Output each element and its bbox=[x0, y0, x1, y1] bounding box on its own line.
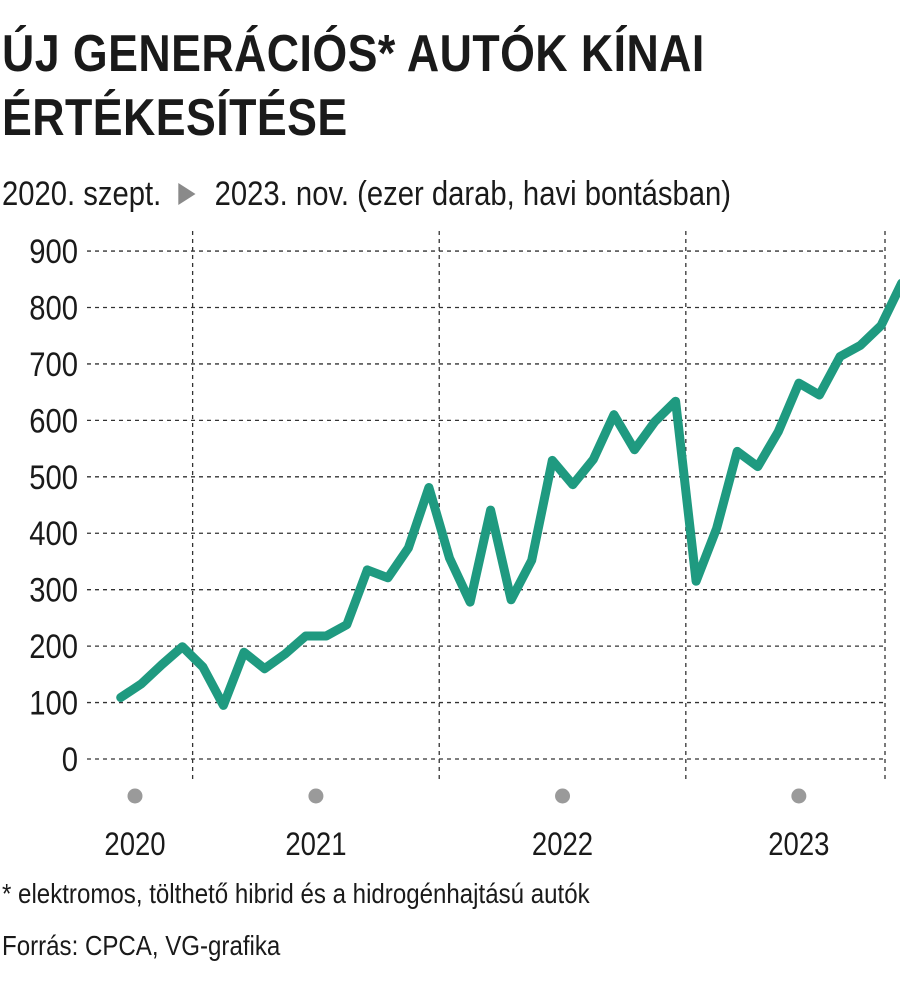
play-arrow-icon bbox=[178, 183, 196, 206]
y-tick-label: 900 bbox=[29, 232, 78, 271]
year-label: 2022 bbox=[532, 827, 593, 862]
year-dot bbox=[308, 788, 324, 804]
y-tick-label: 400 bbox=[29, 514, 78, 553]
year-dot bbox=[791, 788, 807, 804]
subtitle-end: 2023. nov. (ezer darab, havi bontásban) bbox=[214, 175, 732, 213]
y-tick-label: 300 bbox=[29, 571, 78, 610]
y-tick-label: 500 bbox=[29, 458, 78, 497]
chart-title-line-1: ÚJ GENERÁCIÓS* AUTÓK KÍNAI bbox=[2, 25, 705, 83]
chart-subtitle: 2020. szept. 2023. nov. (ezer darab, havi… bbox=[2, 172, 731, 216]
y-tick-label: 800 bbox=[29, 288, 78, 327]
series-layer bbox=[116, 279, 900, 710]
year-label: 2021 bbox=[285, 827, 346, 862]
year-dot bbox=[127, 788, 143, 804]
chart-title: ÚJ GENERÁCIÓS* AUTÓK KÍNAI ÉRTÉKESÍTÉSE bbox=[2, 22, 767, 150]
y-tick-label: 200 bbox=[29, 627, 78, 666]
series-line bbox=[116, 279, 900, 710]
y-tick-label: 0 bbox=[62, 740, 78, 779]
grid bbox=[87, 231, 886, 781]
year-label: 2023 bbox=[768, 827, 829, 862]
y-axis-ticks: 0 100 200 300 400 500 600 700 800 900 bbox=[29, 232, 78, 779]
y-tick-label: 700 bbox=[29, 345, 78, 384]
y-tick-label: 600 bbox=[29, 401, 78, 440]
year-label: 2020 bbox=[104, 827, 165, 862]
x-axis-years: 2020 2021 2022 2023 bbox=[104, 788, 829, 863]
subtitle-start: 2020. szept. bbox=[2, 175, 162, 213]
y-tick-label: 100 bbox=[29, 683, 78, 722]
footnote: * elektromos, tölthető hibrid és a hidro… bbox=[2, 878, 590, 909]
source-note: Forrás: CPCA, VG-grafika bbox=[2, 930, 281, 961]
chart-title-line-2: ÉRTÉKESÍTÉSE bbox=[2, 89, 348, 147]
year-dot bbox=[555, 788, 571, 804]
